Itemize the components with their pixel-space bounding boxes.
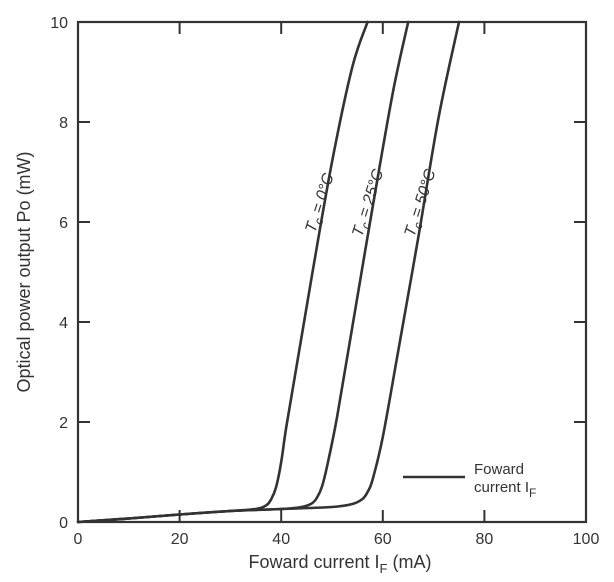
x-axis-title: Foward current IF (mA) (249, 552, 432, 576)
axis-ticks (78, 22, 586, 522)
y-tick-label: 10 (50, 15, 68, 32)
series-line-0 (76, 20, 369, 524)
plot-frame (76, 20, 588, 524)
x-tick-label: 80 (476, 531, 494, 548)
x-tick-label: 40 (272, 531, 290, 548)
axis-tick-labels: 0 20 40 60 80 100 0 2 4 6 8 10 (50, 15, 599, 548)
y-tick-label: 0 (59, 515, 68, 532)
series-label-0: Tc = 0°C (303, 171, 341, 235)
series-label-2: Tc = 50°C (402, 167, 443, 240)
y-axis-title: Optical power output Po (mW) (14, 151, 34, 392)
x-axis-title-subscript: F (380, 561, 388, 576)
series-label-1: Tc = 25°C (349, 167, 390, 240)
series-line-1 (76, 20, 410, 524)
x-tick-label: 100 (573, 531, 600, 548)
legend-text-line1: Foward (474, 461, 524, 478)
y-tick-label: 6 (59, 215, 68, 232)
y-tick-label: 2 (59, 415, 68, 432)
x-tick-label: 20 (171, 531, 189, 548)
x-axis-title-unit: (mA) (393, 552, 432, 572)
x-axis-title-main: Foward current I (249, 552, 380, 572)
series-labels: Tc = 0°CTc = 25°C Tc = 50°C (303, 167, 443, 240)
y-tick-label: 4 (59, 315, 68, 332)
series-line-2 (76, 20, 461, 524)
series-curves (76, 20, 461, 524)
legend-text-line2: current IF (474, 479, 536, 500)
x-tick-label: 0 (74, 531, 83, 548)
y-tick-label: 8 (59, 115, 68, 132)
plot-frame-rect (76, 20, 588, 524)
x-tick-label: 60 (374, 531, 392, 548)
